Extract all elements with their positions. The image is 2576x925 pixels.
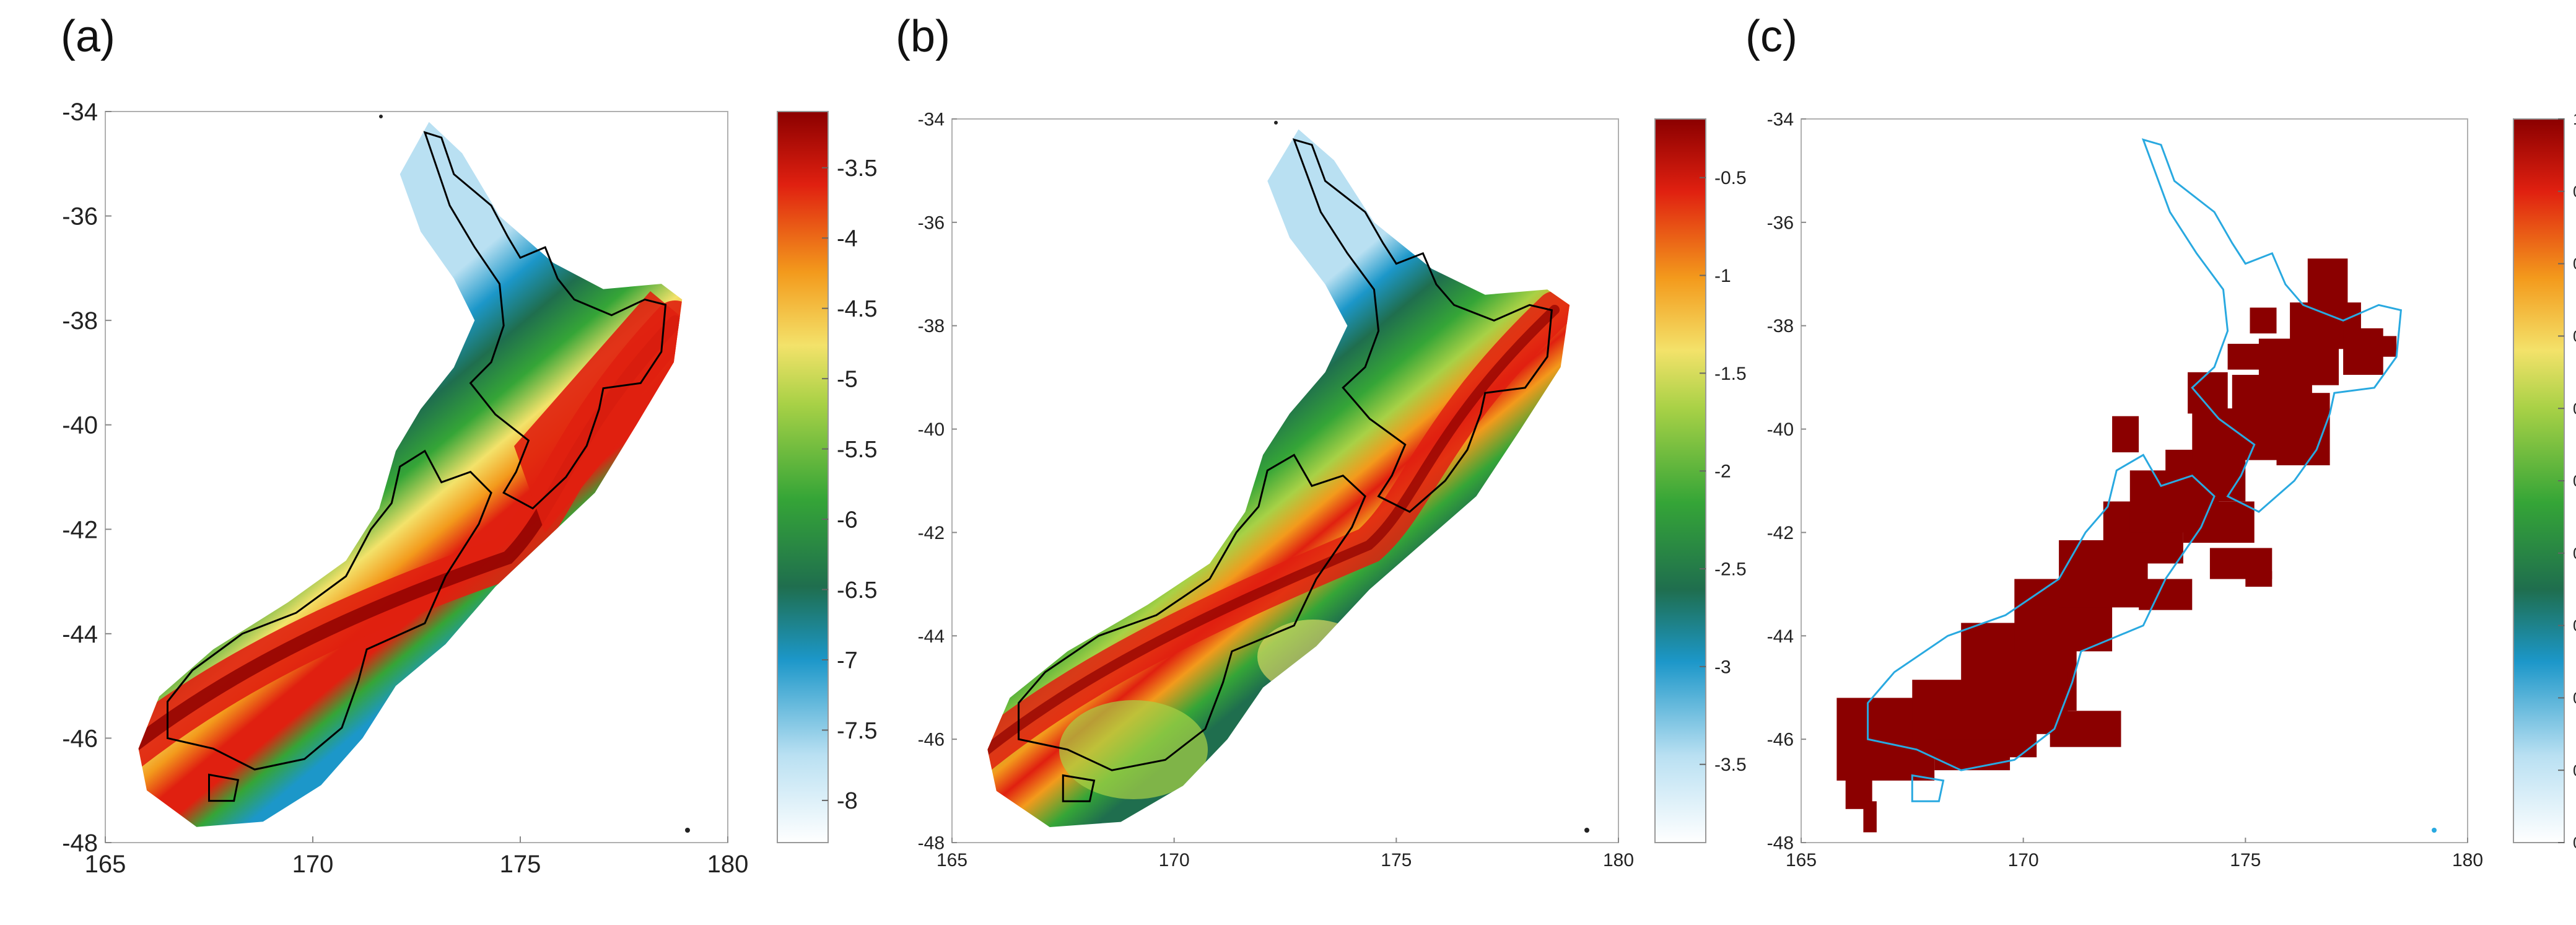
y-tick-label: -42 xyxy=(1767,523,1794,543)
panel-letter-c: (c) xyxy=(1745,12,1797,61)
fault-zone-cell xyxy=(1845,762,1872,809)
y-tick-label: -44 xyxy=(1767,626,1794,647)
y-tick-label: -46 xyxy=(918,730,945,750)
fault-zone-cell xyxy=(2112,416,2139,453)
coastline-b xyxy=(1018,138,1553,802)
colorbar-ticks-a: -3.5 -4 -4.5 -5 -5.5 -6 -6.5 -7 -7.5 -8 xyxy=(822,156,877,814)
colorbar-tick-label: 0.8 xyxy=(2573,255,2576,273)
colorbar-tick-label: -1 xyxy=(1714,266,1731,286)
colorbar-tick-label: -1.5 xyxy=(1714,364,1747,384)
fault-zone-cell xyxy=(2188,372,2228,414)
x-tick-label: 180 xyxy=(2452,850,2483,870)
colorbar-tick-label: -6 xyxy=(837,507,858,533)
panel-b: 165 170 175 180 -34 -36 -38 -40 -42 -44 -46 -48 -0.… xyxy=(918,110,1747,871)
colorbar-tick-label: -8 xyxy=(837,788,858,814)
colorbar-tick-label: -0.5 xyxy=(1714,168,1747,188)
y-tick-label: -38 xyxy=(1767,316,1794,336)
colorbar-tick-label: 0.7 xyxy=(2573,327,2576,346)
colorbar-a xyxy=(777,111,829,843)
y-tick-label: -34 xyxy=(918,110,945,130)
colorbar-tick-label: 0.5 xyxy=(2573,471,2576,490)
coastline-c xyxy=(1867,138,2403,802)
axes-a: 165 170 175 180 -34 -36 -38 -40 -42 -44 -46 -48 xyxy=(62,99,748,878)
x-tick-label: 175 xyxy=(500,851,541,878)
panel-letter-b: (b) xyxy=(896,12,950,61)
fault-zone-cell xyxy=(1863,801,1877,833)
colorbar-tick-label: 0.1 xyxy=(2573,761,2576,779)
y-tick-label: -38 xyxy=(62,307,98,335)
y-tick-label: -40 xyxy=(1767,419,1794,440)
colorbar-tick-label: -3.5 xyxy=(1714,755,1747,775)
y-tick-label: -34 xyxy=(62,99,98,126)
x-tick-label: 170 xyxy=(292,851,334,878)
fault-zone-cell xyxy=(2250,307,2277,334)
y-tick-label: -46 xyxy=(1767,730,1794,750)
y-tick-label: -48 xyxy=(918,833,945,854)
colorbar-tick-label: 0 xyxy=(2573,833,2576,852)
y-tick-label: -34 xyxy=(1767,110,1794,130)
y-tick-label: -46 xyxy=(62,725,98,752)
axes-c: 165 170 175 180 -34 -36 -38 -40 -42 -44 -46 -48 xyxy=(1767,110,2483,871)
y-tick-label: -42 xyxy=(62,516,98,543)
y-tick-label: -38 xyxy=(918,316,945,336)
y-tick-label: -48 xyxy=(1767,833,1794,854)
y-tick-label: -40 xyxy=(918,419,945,440)
x-tick-label: 180 xyxy=(1603,850,1634,870)
x-tick-label: 170 xyxy=(2008,850,2039,870)
colorbar-tick-label: 0.9 xyxy=(2573,182,2576,201)
x-tick-label: 180 xyxy=(707,851,749,878)
panel-c: 165 170 175 180 -34 -36 -38 -40 -42 -44 -46 -48 1 0.… xyxy=(1767,110,2576,871)
panel-letter-a: (a) xyxy=(61,12,115,61)
colorbar-tick-label: 0.4 xyxy=(2573,544,2576,563)
x-tick-label: 165 xyxy=(85,851,126,878)
colorbar-b xyxy=(1654,118,1706,843)
colorbar-ticks-c: 1 0.9 0.8 0.7 0.6 0.5 0.4 0.3 0.2 0.1 0 xyxy=(2558,110,2576,852)
y-tick-label: -42 xyxy=(918,523,945,543)
colorbar-tick-label: 0.6 xyxy=(2573,399,2576,418)
fault-zone-cell xyxy=(2139,579,2193,610)
colorbar-tick-label: -4 xyxy=(837,226,858,252)
x-tick-label: 175 xyxy=(1381,850,1412,870)
colorbar-tick-label: -2.5 xyxy=(1714,559,1747,580)
axes-b: 165 170 175 180 -34 -36 -38 -40 -42 -44 -46 -48 xyxy=(918,110,1634,871)
y-tick-label: -36 xyxy=(62,203,98,230)
y-tick-label: -36 xyxy=(1767,213,1794,233)
y-tick-label: -44 xyxy=(918,626,945,647)
colorbar-tick-label: -7.5 xyxy=(837,718,877,744)
x-tick-label: 165 xyxy=(1786,850,1817,870)
colorbar-tick-label: 1 xyxy=(2573,110,2576,128)
y-tick-label: -40 xyxy=(62,412,98,439)
fault-zone-cell xyxy=(2307,258,2348,310)
colorbar-tick-label: -7 xyxy=(837,647,858,673)
x-tick-label: 170 xyxy=(1159,850,1190,870)
colorbar-tick-label: 0.2 xyxy=(2573,689,2576,708)
fault-zone-cell xyxy=(2050,711,2121,747)
east-red-zone-a xyxy=(514,291,683,533)
colorbar-c xyxy=(2513,118,2565,843)
coastline-a xyxy=(167,131,667,802)
colorbar-tick-label: -5.5 xyxy=(837,437,877,463)
y-tick-label: -44 xyxy=(62,621,98,648)
colorbar-tick-label: 0.3 xyxy=(2573,616,2576,635)
x-tick-label: 175 xyxy=(2230,850,2261,870)
fault-zone-cell xyxy=(2227,343,2263,370)
fault-zone-cell xyxy=(1934,739,2011,771)
colorbar-tick-label: -3 xyxy=(1714,657,1731,677)
fault-zone-cell xyxy=(2245,571,2273,587)
y-tick-label: -36 xyxy=(918,213,945,233)
fault-zone-cell xyxy=(2276,393,2330,465)
colorbar-tick-label: -2 xyxy=(1714,462,1731,482)
colorbar-tick-label: -3.5 xyxy=(837,156,877,182)
colorbar-ticks-b: -0.5 -1 -1.5 -2 -2.5 -3 -3.5 xyxy=(1700,168,1747,775)
x-tick-label: 165 xyxy=(937,850,967,870)
y-tick-label: -48 xyxy=(62,830,98,857)
fault-zone-cell xyxy=(2370,336,2397,357)
colorbar-tick-label: -5 xyxy=(837,366,858,392)
fault-mask-c xyxy=(1836,258,2397,833)
panel-a: 165 170 175 180 -34 -36 -38 -40 -42 -44 -46 -48 -3.… xyxy=(62,99,877,878)
colorbar-tick-label: -4.5 xyxy=(837,296,877,322)
colorbar-tick-label: -6.5 xyxy=(837,577,877,603)
